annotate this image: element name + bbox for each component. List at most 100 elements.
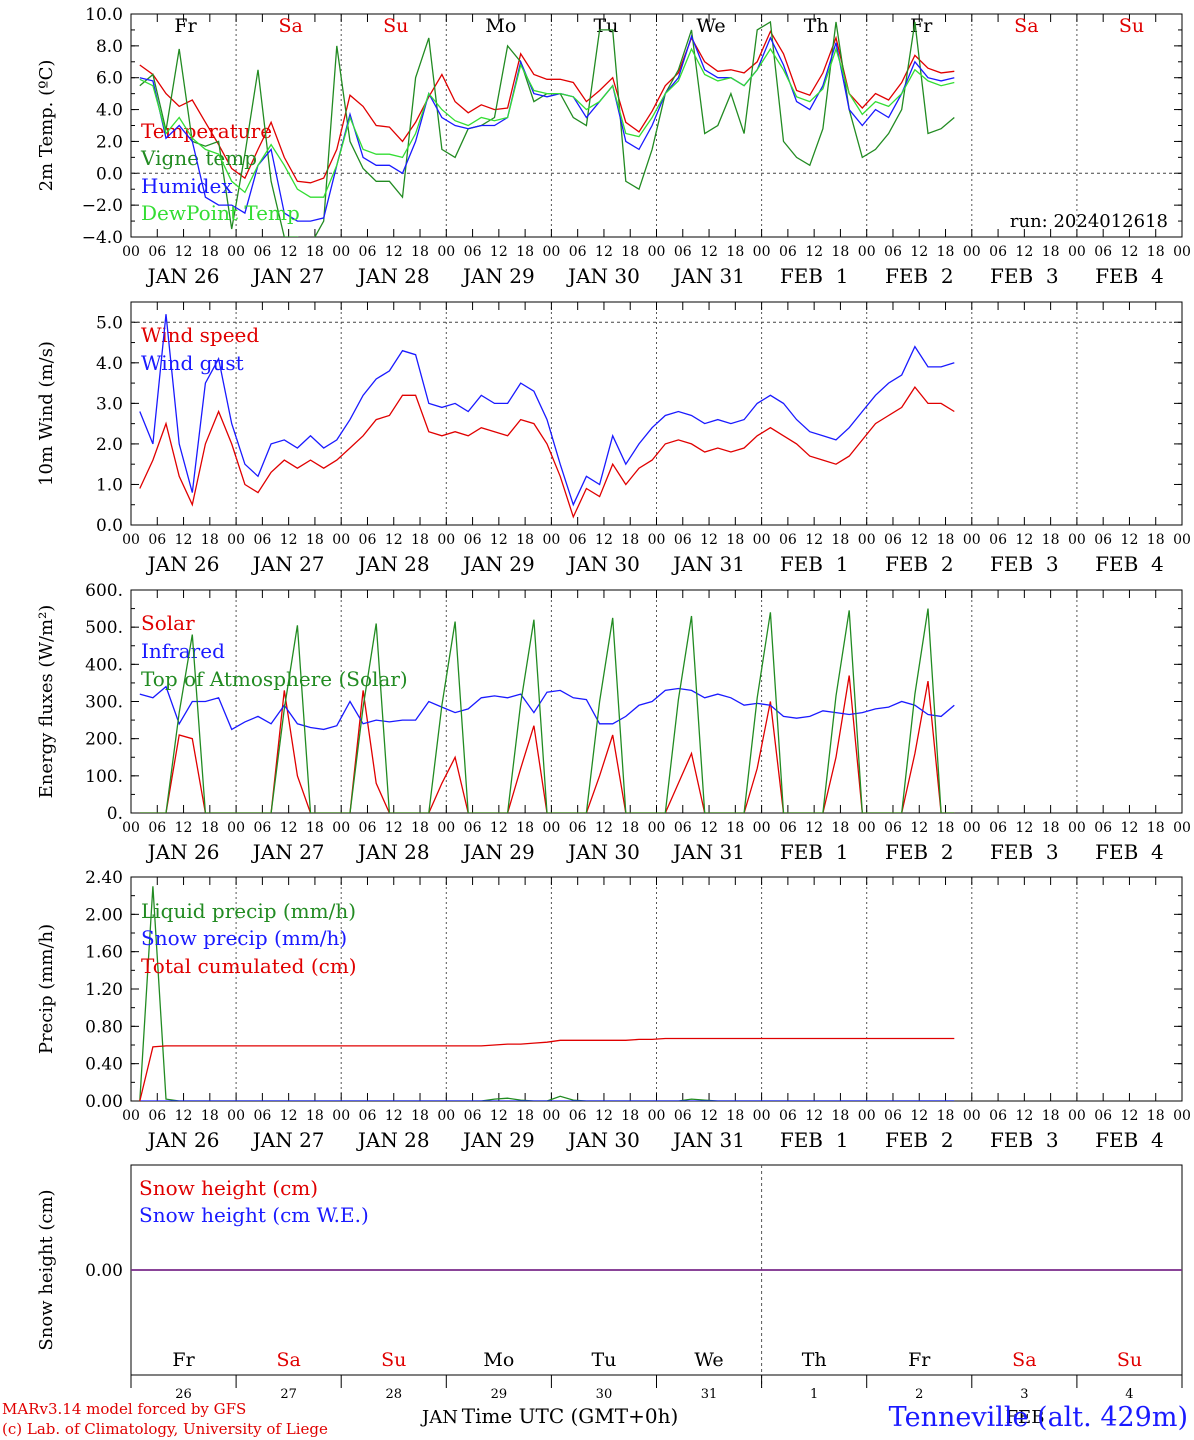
x-hour-label: 06 bbox=[569, 1108, 587, 1124]
x-hour-label: 12 bbox=[175, 244, 193, 260]
x-hour-label: 00 bbox=[437, 820, 455, 836]
y-tick-label: 100. bbox=[85, 767, 123, 787]
x-hour-label: 00 bbox=[1173, 820, 1191, 836]
x-hour-label: 00 bbox=[437, 532, 455, 548]
x-hour-label: 00 bbox=[122, 820, 140, 836]
x-date-label: JAN 26 bbox=[146, 1128, 220, 1152]
x-date-label: FEB 2 bbox=[885, 1128, 954, 1152]
x-hour-label: 00 bbox=[437, 244, 455, 260]
x-hour-label: 00 bbox=[963, 244, 981, 260]
x-date-label: JAN 29 bbox=[461, 1128, 535, 1152]
x-hour-label: 12 bbox=[490, 1108, 508, 1124]
x-hour-label: 00 bbox=[542, 820, 560, 836]
x-date-label: JAN 29 bbox=[461, 264, 535, 288]
y-axis-title: Precip (mm/h) bbox=[36, 924, 57, 1054]
x-hour-label: 06 bbox=[674, 820, 692, 836]
x-hour-label: 06 bbox=[359, 532, 377, 548]
x-hour-label: 12 bbox=[595, 532, 613, 548]
x-hour-label: 18 bbox=[726, 1108, 744, 1124]
series-line-total-cumulated-cm- bbox=[139, 1037, 955, 1101]
x-hour-label: 12 bbox=[910, 1108, 928, 1124]
x-hour-label: 06 bbox=[884, 532, 902, 548]
day-name-label: Sa bbox=[1014, 15, 1038, 37]
x-date-label: FEB 4 bbox=[1095, 840, 1164, 864]
x-hour-label: 12 bbox=[1015, 820, 1033, 836]
x-date-label: FEB 1 bbox=[780, 840, 849, 864]
legend-entry: Wind gust bbox=[141, 351, 244, 375]
x-hour-label: 18 bbox=[1042, 1108, 1060, 1124]
x-hour-label: 12 bbox=[1121, 1108, 1139, 1124]
x-hour-label: 06 bbox=[674, 1108, 692, 1124]
series-line-solar bbox=[139, 675, 955, 813]
x-hour-label: 18 bbox=[621, 532, 639, 548]
x-hour-label: 06 bbox=[779, 820, 797, 836]
x-date-label: JAN 31 bbox=[671, 840, 745, 864]
y-tick-label: 200. bbox=[85, 730, 123, 750]
x-hour-label: 18 bbox=[516, 532, 534, 548]
x-date-label: FEB 4 bbox=[1095, 264, 1164, 288]
x-hour-label: 06 bbox=[779, 532, 797, 548]
y-tick-label: 1.20 bbox=[85, 980, 123, 1000]
x-date-label: JAN 27 bbox=[251, 264, 325, 288]
x-hour-label: 12 bbox=[175, 532, 193, 548]
day-name-label: Su bbox=[381, 1349, 406, 1371]
y-axis-title: Energy fluxes (W/m²) bbox=[36, 605, 57, 799]
x-hour-label: 12 bbox=[175, 820, 193, 836]
x-hour-label: 18 bbox=[832, 820, 850, 836]
x-hour-label: 06 bbox=[1094, 532, 1112, 548]
x-hour-label: 18 bbox=[201, 820, 219, 836]
x-hour-label: 00 bbox=[542, 532, 560, 548]
x-hour-label: 12 bbox=[805, 1108, 823, 1124]
x-hour-label: 06 bbox=[464, 1108, 482, 1124]
x-date-label: JAN 30 bbox=[566, 1128, 640, 1152]
x-hour-label: 06 bbox=[884, 820, 902, 836]
y-tick-label: 1.60 bbox=[85, 943, 123, 963]
x-date-label: FEB 2 bbox=[885, 840, 954, 864]
x-hour-label: 00 bbox=[1173, 532, 1191, 548]
legend-entry: Infrared bbox=[141, 639, 225, 663]
day-name-label: Sa bbox=[276, 1349, 300, 1371]
x-date-label: JAN 26 bbox=[146, 552, 220, 576]
y-tick-label: 400. bbox=[85, 655, 123, 675]
x-date-label: JAN 29 bbox=[461, 840, 535, 864]
x-hour-label: 00 bbox=[963, 1108, 981, 1124]
x-hour-label: 18 bbox=[1147, 1108, 1165, 1124]
y-tick-label: 3.0 bbox=[96, 394, 123, 414]
y-tick-label: 4.0 bbox=[96, 354, 123, 374]
x-hour-label: 18 bbox=[937, 532, 955, 548]
x-hour-label: 12 bbox=[595, 244, 613, 260]
x-hour-label: 00 bbox=[227, 820, 245, 836]
day-name-label: Sa bbox=[278, 15, 302, 37]
legend-entry: Temperature bbox=[141, 119, 272, 143]
day-name-label: Sa bbox=[1012, 1349, 1036, 1371]
station-name: Tenneville (alt. 429m) bbox=[888, 1402, 1188, 1433]
x-hour-label: 00 bbox=[542, 1108, 560, 1124]
x-hour-label: 12 bbox=[490, 244, 508, 260]
x-hour-label: 06 bbox=[148, 532, 166, 548]
y-axis-title: 10m Wind (m/s) bbox=[36, 341, 57, 486]
x-hour-label: 06 bbox=[148, 244, 166, 260]
legend-entry: Liquid precip (mm/h) bbox=[141, 899, 356, 923]
legend-entry: Top of Atmosphere (Solar) bbox=[141, 667, 408, 691]
y-tick-label: −2.0 bbox=[82, 196, 123, 216]
x-date-label: FEB 1 bbox=[780, 1128, 849, 1152]
x-hour-label: 00 bbox=[858, 1108, 876, 1124]
x-date-label: JAN 28 bbox=[356, 1128, 430, 1152]
legend-entry: Humidex bbox=[141, 174, 233, 198]
x-hour-label: 12 bbox=[490, 532, 508, 548]
x-hour-label: 06 bbox=[989, 532, 1007, 548]
x-hour-label: 06 bbox=[464, 244, 482, 260]
x-hour-label: 18 bbox=[306, 244, 324, 260]
y-tick-label: 300. bbox=[85, 693, 123, 713]
legend-entry: Solar bbox=[141, 611, 195, 635]
x-date-label: FEB 3 bbox=[990, 552, 1059, 576]
day-name-label: Fr bbox=[174, 15, 197, 37]
x-date-label: FEB 4 bbox=[1095, 552, 1164, 576]
x-hour-label: 00 bbox=[437, 1108, 455, 1124]
x-hour-label: 06 bbox=[359, 244, 377, 260]
x-date-label: FEB 1 bbox=[780, 264, 849, 288]
x-hour-label: 06 bbox=[253, 244, 271, 260]
day-name-label: Tu bbox=[591, 1349, 616, 1371]
x-hour-label: 00 bbox=[332, 244, 350, 260]
